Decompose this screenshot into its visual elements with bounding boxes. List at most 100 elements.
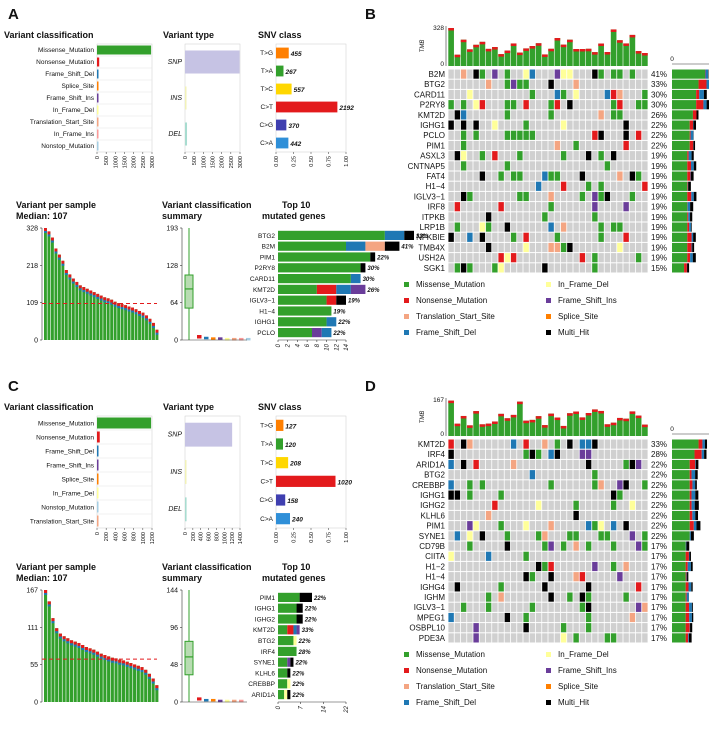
onco-cell xyxy=(535,592,542,602)
vps-tick-label: 328 xyxy=(26,226,38,233)
onco-side-segment xyxy=(689,551,691,561)
onco-cell xyxy=(604,602,611,612)
onco-cell xyxy=(592,242,598,253)
onco-cell xyxy=(460,263,467,273)
onco-cell xyxy=(479,439,486,449)
vps-bar-cap xyxy=(136,668,140,671)
onco-cell xyxy=(579,79,586,89)
vt-tick-label: 2500 xyxy=(229,156,235,168)
onco-cell xyxy=(498,480,504,490)
onco-cell xyxy=(554,490,561,500)
tmb-bar-cap xyxy=(479,424,486,427)
onco-pct: 17% xyxy=(651,593,667,602)
tg-segment xyxy=(299,592,312,602)
onco-cell xyxy=(542,480,548,490)
tmb-bar xyxy=(592,52,598,66)
vps-bar-cap xyxy=(78,285,82,289)
onco-cell xyxy=(579,263,586,273)
onco-cell xyxy=(492,551,498,561)
tg-gene-label: KMT2D xyxy=(253,627,275,634)
onco-side-segment xyxy=(691,242,693,253)
onco-side-segment xyxy=(672,69,705,79)
onco-cell xyxy=(523,263,529,273)
onco-cell xyxy=(579,151,586,161)
onco-cell xyxy=(604,612,611,623)
onco-cell xyxy=(617,612,623,623)
onco-cell xyxy=(567,561,573,572)
onco-cell xyxy=(454,480,461,490)
vps-bar-cap xyxy=(118,662,122,665)
onco-cell xyxy=(529,551,536,561)
vc-label: Frame_Shift_Ins xyxy=(46,463,94,470)
onco-cell xyxy=(623,69,629,79)
onco-cell xyxy=(554,500,561,510)
onco-cell xyxy=(610,89,617,100)
onco-cell xyxy=(542,232,548,242)
onco-cell xyxy=(529,140,536,151)
panel-c-summary: Variant classificationMissense_MutationN… xyxy=(4,402,352,714)
onco-cell xyxy=(485,602,492,612)
tmb-bar-cap xyxy=(629,34,636,38)
onco-cell xyxy=(642,500,648,510)
onco-cell xyxy=(573,582,579,592)
tmb-bar-cap xyxy=(585,412,592,416)
onco-cell xyxy=(517,561,523,572)
tg-segment xyxy=(293,625,297,635)
onco-cell xyxy=(535,612,542,623)
onco-cell xyxy=(517,459,523,470)
onco-cell xyxy=(498,459,504,470)
vps-bar-cap xyxy=(129,663,133,667)
onco-cell xyxy=(479,140,486,151)
vps-bar-cap xyxy=(62,639,66,642)
onco-cell xyxy=(460,100,467,110)
tg-pct: 41% xyxy=(400,245,414,251)
onco-cell xyxy=(523,582,529,592)
onco-cell xyxy=(523,181,529,191)
tg-gene-label: CREBBP xyxy=(248,681,275,688)
onco-cell xyxy=(579,459,586,470)
onco-cell xyxy=(629,470,636,480)
onco-side-segment xyxy=(691,490,696,500)
onco-cell xyxy=(585,439,592,449)
tmb-bar-cap xyxy=(460,415,467,419)
onco-cell xyxy=(448,572,454,582)
vps-bar-cap xyxy=(58,633,62,637)
legend-swatch xyxy=(404,330,409,335)
tmb-bar-cap xyxy=(610,29,617,32)
legend-swatch xyxy=(404,298,409,303)
onco-cell xyxy=(492,202,498,212)
onco-cell xyxy=(548,232,554,242)
vps-bar-cap xyxy=(68,277,72,280)
onco-cell xyxy=(510,120,517,130)
legend-label: Frame_Shift_Ins xyxy=(558,296,617,305)
onco-cell xyxy=(523,510,529,521)
tg-segment xyxy=(278,241,346,251)
onco-cell xyxy=(548,253,554,263)
onco-cell xyxy=(535,582,542,592)
tmb-bar-cap xyxy=(542,54,548,57)
onco-cell xyxy=(517,171,523,181)
tg-gene-label: PIM1 xyxy=(260,595,276,602)
tmb-bar-cap xyxy=(617,417,623,421)
onco-cell xyxy=(610,140,617,151)
vc-tick-label: 1200 xyxy=(150,532,156,544)
onco-cell xyxy=(454,582,461,592)
legend-label: Splice_Site xyxy=(558,682,599,691)
vps-bar xyxy=(121,660,126,702)
vps-bar-cap xyxy=(61,260,65,264)
onco-cell xyxy=(579,531,586,541)
onco-cell xyxy=(548,212,554,222)
vps-bar-cap xyxy=(131,307,135,311)
onco-cell xyxy=(579,242,586,253)
onco-cell xyxy=(573,110,579,120)
onco-cell xyxy=(467,181,473,191)
onco-cell xyxy=(548,100,554,110)
tg-pct: 26% xyxy=(366,288,380,294)
tg-segment xyxy=(384,230,405,240)
onco-cell xyxy=(510,459,517,470)
vps-bar-cap xyxy=(147,673,151,677)
vps-bar-cap xyxy=(103,297,107,301)
onco-cell xyxy=(467,459,473,470)
onco-cell xyxy=(560,480,567,490)
onco-cell xyxy=(548,242,554,253)
